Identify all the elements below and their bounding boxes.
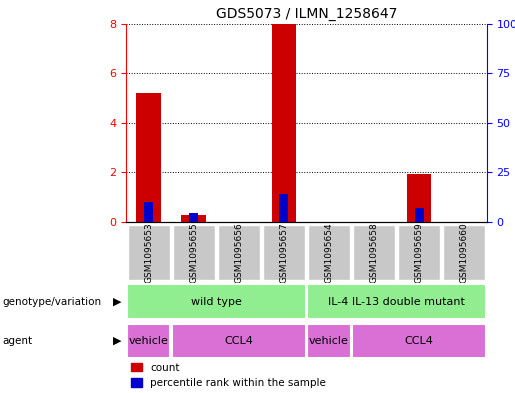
Bar — [443, 225, 485, 280]
Text: GSM1095654: GSM1095654 — [324, 222, 333, 283]
Text: GSM1095653: GSM1095653 — [144, 222, 153, 283]
Bar — [127, 285, 305, 319]
Bar — [172, 324, 305, 358]
Bar — [407, 174, 432, 222]
Text: vehicle: vehicle — [129, 336, 168, 346]
Text: GSM1095656: GSM1095656 — [234, 222, 243, 283]
Text: wild type: wild type — [191, 297, 242, 307]
Text: ▶: ▶ — [113, 297, 121, 307]
Text: ▶: ▶ — [113, 336, 121, 346]
Text: genotype/variation: genotype/variation — [3, 297, 101, 307]
Bar — [307, 285, 486, 319]
Bar — [308, 225, 350, 280]
Bar — [181, 215, 206, 222]
Bar — [263, 225, 305, 280]
Text: GSM1095658: GSM1095658 — [370, 222, 379, 283]
Bar — [189, 213, 198, 222]
Text: CCL4: CCL4 — [225, 336, 253, 346]
Bar — [128, 225, 170, 280]
Bar — [218, 225, 260, 280]
Legend: count, percentile rank within the sample: count, percentile rank within the sample — [131, 363, 326, 388]
Text: GSM1095660: GSM1095660 — [460, 222, 469, 283]
Text: IL-4 IL-13 double mutant: IL-4 IL-13 double mutant — [328, 297, 465, 307]
Text: vehicle: vehicle — [309, 336, 349, 346]
Bar — [352, 324, 486, 358]
Title: GDS5073 / ILMN_1258647: GDS5073 / ILMN_1258647 — [216, 7, 397, 21]
Bar — [173, 225, 215, 280]
Bar — [127, 324, 170, 358]
Bar — [415, 208, 423, 222]
Bar — [279, 194, 288, 222]
Bar — [307, 324, 351, 358]
Text: agent: agent — [3, 336, 32, 346]
Bar — [398, 225, 440, 280]
Bar — [136, 93, 161, 222]
Text: GSM1095655: GSM1095655 — [190, 222, 198, 283]
Bar — [271, 24, 296, 222]
Text: CCL4: CCL4 — [405, 336, 434, 346]
Text: GSM1095659: GSM1095659 — [415, 222, 423, 283]
Text: GSM1095657: GSM1095657 — [280, 222, 288, 283]
Bar — [353, 225, 395, 280]
Bar — [144, 202, 153, 222]
